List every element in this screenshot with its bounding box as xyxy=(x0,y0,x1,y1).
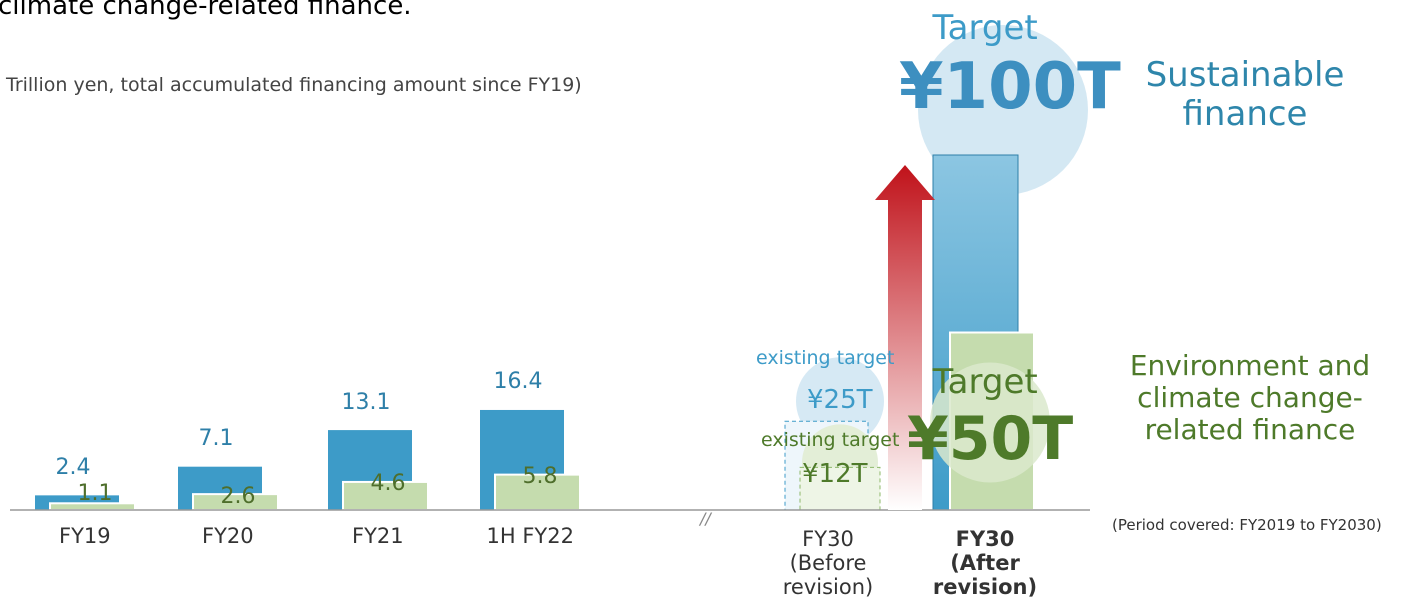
note: (Period covered: FY2019 to FY2030) xyxy=(1112,515,1382,534)
target-circle xyxy=(930,362,1050,483)
target-label: ¥25T xyxy=(807,385,873,416)
subtitle: Trillion yen, total accumulated financin… xyxy=(6,74,582,96)
target-label: ¥12T xyxy=(802,459,868,490)
marks xyxy=(35,25,1088,512)
value-label: 13.1 xyxy=(341,389,391,415)
target-bar xyxy=(799,466,881,511)
x-tick-label: 1H FY22 xyxy=(486,524,574,548)
value-label: 2.4 xyxy=(55,454,91,480)
value-label: 16.4 xyxy=(493,369,543,395)
annotation: existing target xyxy=(761,429,900,452)
value-label: 5.8 xyxy=(522,464,558,490)
target-label: ¥100T xyxy=(899,50,1121,124)
annotation: existing target xyxy=(756,347,895,370)
value-label: 4.6 xyxy=(370,471,406,497)
bar xyxy=(494,473,581,511)
x-tick-label: FY21 xyxy=(352,524,404,548)
legend-label: Sustainable finance xyxy=(1145,55,1345,135)
axis-break: // xyxy=(698,509,712,528)
title: climate change-related finance. xyxy=(0,0,412,21)
target-label: ¥50T xyxy=(907,404,1074,474)
x-tick-label: FY30 (Before revision) xyxy=(782,527,874,599)
value-label: 1.1 xyxy=(77,480,113,506)
x-tick-label: FY20 xyxy=(202,524,254,548)
target-circle xyxy=(918,25,1088,195)
x-tick-label: FY30 (After revision) xyxy=(932,527,1038,599)
legend-label: Environment and climate change-related f… xyxy=(1129,348,1371,446)
x-tick-label: FY19 xyxy=(59,524,111,548)
value-label: 2.6 xyxy=(220,483,256,509)
value-label: 7.1 xyxy=(198,426,234,452)
annotation: Target xyxy=(932,362,1038,402)
annotation: Target xyxy=(932,7,1038,48)
arrow xyxy=(875,165,935,510)
